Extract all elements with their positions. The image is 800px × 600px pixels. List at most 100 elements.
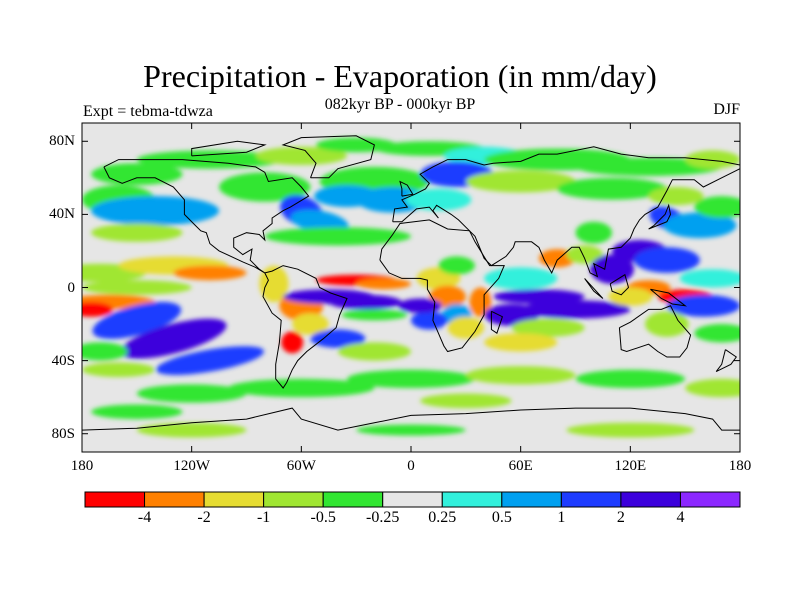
colorbar-label: -4 (137, 509, 152, 526)
field-patch (590, 254, 634, 284)
field-patch (493, 289, 585, 304)
field-patch (356, 278, 412, 290)
field-patch (82, 362, 156, 378)
field-patch (663, 212, 737, 239)
lon-label: 60W (286, 458, 316, 474)
field-patch (347, 369, 475, 389)
coastline (399, 180, 414, 197)
season-label: DJF (713, 101, 740, 118)
field-patch (538, 249, 576, 268)
coastline (618, 305, 692, 358)
field-patch (136, 150, 284, 169)
field-patch (264, 227, 411, 246)
coastline (281, 135, 375, 179)
field-patch (356, 424, 466, 436)
field-patch (484, 333, 558, 352)
field-patch (575, 221, 613, 244)
lon-label: 180 (728, 458, 752, 474)
field-patch (120, 318, 227, 359)
coastline (379, 219, 505, 353)
field-patch (219, 172, 311, 202)
field-patch (557, 177, 667, 200)
coastlines (82, 135, 740, 431)
lat-label: 80N (49, 133, 75, 150)
field-patch (259, 265, 289, 303)
colorbar-label: 0.25 (428, 509, 457, 526)
field-patch (575, 369, 686, 389)
lat-label: 80S (51, 425, 75, 442)
experiment-label: Expt = tebma-tdwza (83, 103, 213, 120)
field-patch (136, 422, 247, 438)
field-patch (608, 287, 653, 306)
field-patch (411, 311, 448, 330)
field-patch (685, 150, 740, 169)
field-patch (356, 186, 430, 213)
colorbar-label: -0.5 (310, 509, 336, 526)
field-patch (255, 146, 348, 166)
field-patch (648, 186, 704, 206)
lat-label: 40N (49, 206, 75, 223)
colorbar-label: -2 (197, 509, 211, 526)
lon-label: 180 (70, 458, 94, 474)
coastline (490, 310, 504, 334)
field-patch (566, 245, 603, 264)
field-patch (136, 384, 247, 403)
field-patch (520, 300, 631, 319)
chart-title: Precipitation - Evaporation (in mm/day) (143, 58, 657, 94)
map-ticks (81, 123, 741, 452)
field-patch (469, 287, 492, 317)
coastline (648, 203, 672, 230)
colorbar-label: 0.5 (491, 509, 512, 526)
field-patch (341, 309, 408, 321)
field-patch (438, 256, 475, 275)
field-patch (281, 331, 304, 354)
precip-field (82, 137, 740, 438)
field-patch (173, 265, 247, 281)
coastline (650, 288, 687, 307)
field-patch (228, 378, 375, 398)
chart-subtitle: 082kyr BP - 000kyr BP (324, 96, 476, 113)
field-patch (484, 303, 539, 326)
field-patch (465, 366, 576, 385)
colorbar-label: 2 (616, 509, 625, 526)
colorbar-label: 4 (676, 509, 685, 526)
coastline (103, 159, 310, 274)
field-patch (511, 318, 585, 337)
field-patch (398, 298, 443, 314)
colorbar-label: -0.25 (366, 509, 400, 526)
coastline (609, 273, 630, 296)
lon-label: 0 (407, 458, 415, 474)
field-patch (310, 329, 366, 348)
field-patch (694, 196, 740, 219)
field-patch (91, 196, 220, 226)
field-patch (666, 294, 740, 317)
field-patch (91, 223, 183, 242)
field-patch (155, 346, 264, 376)
coastline (584, 278, 604, 299)
lon-label: 60E (508, 458, 533, 474)
field-patch (694, 324, 740, 343)
field-patch (575, 157, 722, 177)
field-patch (566, 422, 695, 438)
colorbar-label: -1 (256, 509, 271, 526)
coastline (715, 349, 738, 373)
field-patch (685, 378, 740, 398)
field-patch (484, 267, 558, 290)
coastline (392, 168, 740, 278)
field-patch (82, 342, 128, 361)
lon-label: 120E (614, 458, 647, 474)
lon-label: 120W (173, 458, 210, 474)
field-patch (337, 342, 412, 361)
coastline (262, 265, 348, 389)
coastline (392, 146, 740, 222)
coastline (82, 407, 740, 431)
field-patch (328, 294, 402, 310)
field-patch (405, 188, 472, 211)
coastline (191, 140, 267, 157)
field-patch (633, 247, 700, 273)
colorbar-label: 1 (557, 509, 566, 526)
field-patch (644, 311, 689, 337)
field-patch (82, 302, 114, 317)
field-patch (92, 301, 182, 339)
